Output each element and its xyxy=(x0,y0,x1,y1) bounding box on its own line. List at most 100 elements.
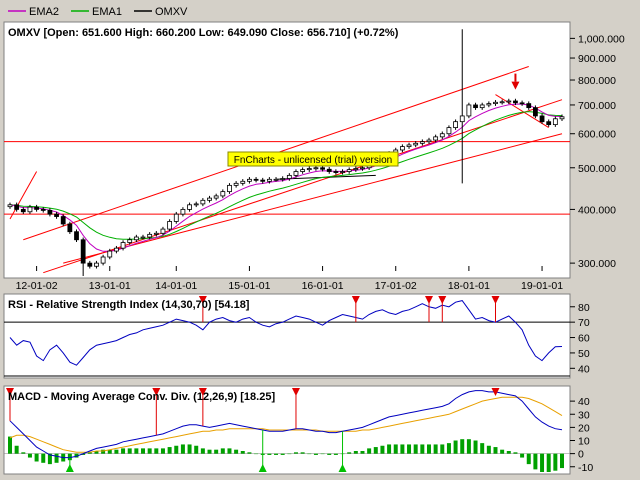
macd-histogram-bar xyxy=(41,453,46,463)
macd-histogram-bar xyxy=(320,453,325,455)
candle-body xyxy=(346,169,352,172)
candle-body xyxy=(300,169,306,172)
macd-sell-marker xyxy=(198,388,207,396)
channel-down-line xyxy=(495,94,549,129)
x-tick-label: 18-01-01 xyxy=(448,280,490,292)
macd-histogram-bar xyxy=(34,453,39,462)
macd-histogram-bar xyxy=(513,452,518,454)
macd-histogram-bar xyxy=(486,445,491,454)
candle-body xyxy=(54,213,59,217)
macd-histogram-bar xyxy=(27,453,32,458)
candle-body xyxy=(20,209,26,213)
channel-start-line xyxy=(9,171,38,220)
candle-body xyxy=(47,209,53,215)
macd-histogram-bar xyxy=(187,444,192,454)
macd-histogram-bar xyxy=(307,453,312,455)
candle-body xyxy=(127,239,133,243)
macd-sell-marker xyxy=(291,388,300,396)
macd-histogram-bar xyxy=(500,449,505,454)
x-tick-label: 14-01-01 xyxy=(155,280,197,292)
macd-buy-marker xyxy=(338,464,347,472)
macd-sell-marker xyxy=(152,388,161,396)
candle-body xyxy=(360,167,365,170)
candle-body xyxy=(399,146,405,151)
rsi-y-tick-label: 70 xyxy=(578,317,590,329)
macd-line xyxy=(9,390,563,459)
candle-body xyxy=(34,206,39,210)
candle-body xyxy=(419,141,425,144)
macd-y-tick-label: 0 xyxy=(578,449,584,461)
macd-histogram-bar xyxy=(560,453,564,469)
macd-histogram-bar xyxy=(81,453,86,455)
macd-histogram-bar xyxy=(54,453,59,463)
macd-histogram-bar xyxy=(546,453,551,472)
candle-body xyxy=(160,228,166,234)
price-y-tick-label: 400.000 xyxy=(578,204,616,216)
macd-histogram-bar xyxy=(147,448,152,454)
macd-histogram-bar xyxy=(107,449,112,454)
macd-histogram-bar xyxy=(400,444,405,454)
candle-body xyxy=(253,178,259,181)
macd-panel xyxy=(3,385,571,475)
candle-body xyxy=(499,101,505,104)
candle-body xyxy=(133,236,139,241)
macd-histogram-bar xyxy=(380,445,385,454)
macd-histogram-bar xyxy=(460,439,465,454)
macd-histogram-bar xyxy=(360,451,365,454)
macd-y-tick-label: 40 xyxy=(578,396,590,408)
candle-body xyxy=(107,250,113,258)
macd-histogram-bar xyxy=(114,449,119,454)
legend-label-ema2: EMA2 xyxy=(29,6,59,18)
candle-body xyxy=(453,121,458,129)
rsi-signal-marker xyxy=(491,296,500,304)
candle-body xyxy=(306,168,312,171)
candle-body xyxy=(466,104,472,117)
candle-body xyxy=(406,144,412,148)
macd-histogram-bar xyxy=(174,445,179,454)
macd-histogram-bar xyxy=(533,453,538,470)
price-signal-arrow xyxy=(511,81,520,90)
candle-body xyxy=(439,133,445,138)
macd-histogram-bar xyxy=(540,453,545,472)
candle-body xyxy=(187,204,192,210)
macd-histogram-bar xyxy=(240,451,245,454)
ema1-line xyxy=(9,111,563,240)
price-y-tick-label: 700.000 xyxy=(578,100,616,112)
ema2-line xyxy=(9,103,563,252)
macd-sell-marker xyxy=(6,388,14,396)
candle-body xyxy=(120,242,126,249)
candle-body xyxy=(293,171,299,176)
price-y-tick-label: 600.000 xyxy=(578,129,616,141)
macd-histogram-bar xyxy=(101,449,106,454)
candle-body xyxy=(207,197,212,201)
price-y-tick-label: 500.000 xyxy=(578,163,616,175)
macd-histogram-bar xyxy=(274,453,279,455)
macd-histogram-bar xyxy=(214,449,219,454)
macd-buy-marker xyxy=(258,464,267,472)
price-y-tick-label: 300.000 xyxy=(578,258,616,270)
macd-histogram-bar xyxy=(333,453,338,455)
rsi-plot xyxy=(4,296,570,377)
macd-y-tick-label: 10 xyxy=(578,436,590,448)
macd-sell-marker xyxy=(491,388,500,396)
candle-body xyxy=(74,231,79,241)
macd-plot xyxy=(4,388,570,472)
candle-body xyxy=(413,142,419,146)
candle-body xyxy=(526,103,532,109)
macd-histogram-bar xyxy=(134,448,139,454)
candle-body xyxy=(220,191,226,197)
candle-body xyxy=(559,116,565,120)
candle-body xyxy=(213,195,219,199)
macd-y-tick-label: -10 xyxy=(578,462,593,474)
candle-body xyxy=(247,178,252,182)
candle-body xyxy=(114,247,119,252)
macd-histogram-bar xyxy=(74,453,79,458)
macd-histogram-bar xyxy=(526,453,531,465)
rsi-signal-marker xyxy=(424,296,433,304)
candle-body xyxy=(193,203,199,206)
macd-histogram-bar xyxy=(493,447,498,454)
macd-histogram-bar xyxy=(254,453,259,455)
candle-body xyxy=(533,107,538,117)
rsi-y-axis: 80 70 60 50 40 xyxy=(570,302,590,375)
